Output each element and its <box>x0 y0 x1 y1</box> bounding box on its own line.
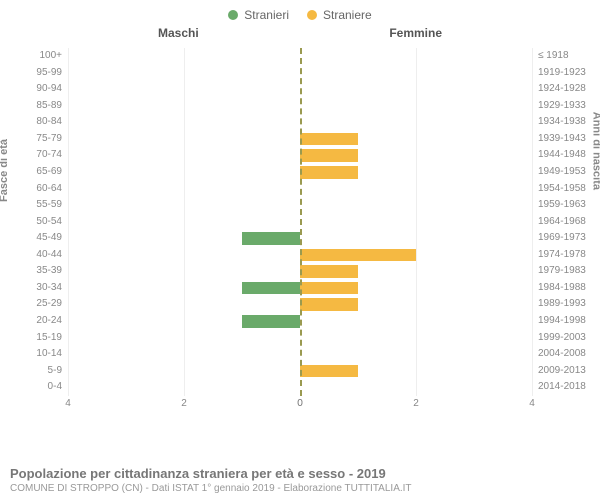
center-line <box>300 48 302 396</box>
birth-year-label: 1994-1998 <box>532 313 590 330</box>
birth-year-label: 1924-1928 <box>532 81 590 98</box>
age-label: 70-74 <box>14 147 68 164</box>
birth-year-label: 1969-1973 <box>532 230 590 247</box>
birth-year-label: 1959-1963 <box>532 197 590 214</box>
birth-year-label: 2014-2018 <box>532 379 590 396</box>
birth-year-label: 1939-1943 <box>532 131 590 148</box>
legend-label-female: Straniere <box>323 8 372 22</box>
birth-year-label: 2004-2008 <box>532 346 590 363</box>
birth-year-label: 1934-1938 <box>532 114 590 131</box>
footer-title: Popolazione per cittadinanza straniera p… <box>10 466 590 481</box>
bar-female <box>300 249 416 262</box>
bar-female <box>300 298 358 311</box>
x-axis: 420024 <box>68 398 532 412</box>
bar-female <box>300 265 358 278</box>
chart: Maschi Femmine Fasce di età Anni di nasc… <box>8 26 592 426</box>
age-label: 60-64 <box>14 181 68 198</box>
age-label: 85-89 <box>14 98 68 115</box>
bar-female <box>300 365 358 378</box>
birth-year-label: 2009-2013 <box>532 363 590 380</box>
birth-year-label: 1944-1948 <box>532 147 590 164</box>
bar-female <box>300 149 358 162</box>
legend-item-female: Straniere <box>307 8 372 22</box>
section-title-female: Femmine <box>389 26 442 40</box>
legend-item-male: Stranieri <box>228 8 289 22</box>
age-label: 90-94 <box>14 81 68 98</box>
birth-year-label: 1999-2003 <box>532 330 590 347</box>
age-label: 20-24 <box>14 313 68 330</box>
age-label: 80-84 <box>14 114 68 131</box>
birth-year-label: 1984-1988 <box>532 280 590 297</box>
x-tick: 2 <box>413 398 419 409</box>
age-label: 30-34 <box>14 280 68 297</box>
birth-year-label: 1989-1993 <box>532 296 590 313</box>
legend-swatch-male <box>228 10 238 20</box>
footer: Popolazione per cittadinanza straniera p… <box>10 466 590 494</box>
birth-year-label: 1964-1968 <box>532 214 590 231</box>
age-label: 15-19 <box>14 330 68 347</box>
x-tick: 4 <box>529 398 535 409</box>
bar-female <box>300 282 358 295</box>
age-label: 75-79 <box>14 131 68 148</box>
legend: Stranieri Straniere <box>0 0 600 26</box>
birth-year-label: 1974-1978 <box>532 247 590 264</box>
age-label: 55-59 <box>14 197 68 214</box>
birth-year-label: 1949-1953 <box>532 164 590 181</box>
bar-female <box>300 133 358 146</box>
section-title-male: Maschi <box>158 26 199 40</box>
birth-year-label: 1919-1923 <box>532 65 590 82</box>
legend-label-male: Stranieri <box>244 8 289 22</box>
bar-female <box>300 166 358 179</box>
x-tick: 0 <box>297 398 303 409</box>
birth-year-label: 1979-1983 <box>532 263 590 280</box>
y-axis-title-left: Fasce di età <box>0 139 10 202</box>
birth-year-label: 1929-1933 <box>532 98 590 115</box>
age-label: 95-99 <box>14 65 68 82</box>
age-label: 40-44 <box>14 247 68 264</box>
x-tick: 4 <box>65 398 71 409</box>
age-label: 0-4 <box>14 379 68 396</box>
age-label: 5-9 <box>14 363 68 380</box>
legend-swatch-female <box>307 10 317 20</box>
bar-male <box>242 232 300 245</box>
bar-male <box>242 282 300 295</box>
x-tick: 2 <box>181 398 187 409</box>
birth-year-label: ≤ 1918 <box>532 48 590 65</box>
y-axis-title-right: Anni di nascita <box>590 112 600 190</box>
age-label: 65-69 <box>14 164 68 181</box>
age-label: 100+ <box>14 48 68 65</box>
age-label: 25-29 <box>14 296 68 313</box>
birth-year-label: 1954-1958 <box>532 181 590 198</box>
age-label: 50-54 <box>14 214 68 231</box>
bar-male <box>242 315 300 328</box>
age-label: 10-14 <box>14 346 68 363</box>
footer-subtitle: COMUNE DI STROPPO (CN) - Dati ISTAT 1° g… <box>10 483 590 494</box>
age-label: 35-39 <box>14 263 68 280</box>
age-label: 45-49 <box>14 230 68 247</box>
